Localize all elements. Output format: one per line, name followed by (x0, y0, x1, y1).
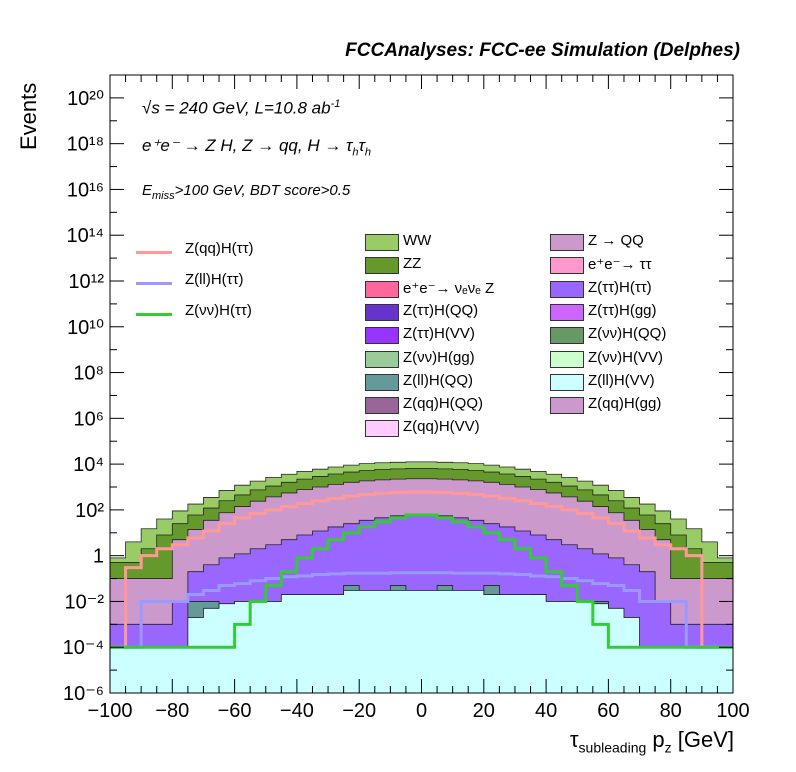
legend-fill-swatch (365, 280, 399, 298)
legend-fill-label: Z(νν)H(VV) (588, 348, 663, 366)
legend-fill-swatch (550, 397, 584, 415)
legend-fill-swatch (550, 280, 584, 298)
x-tick-label: 20 (473, 700, 495, 722)
legend-fill-swatch (365, 327, 399, 345)
legend-fill-label: Z(ll)H(QQ) (403, 371, 473, 389)
y-tick-label: 10⁻⁴ (63, 637, 104, 659)
legend-line-swatch (136, 282, 172, 285)
legend-line-swatch (136, 313, 172, 316)
legend-fill-swatch (365, 373, 399, 391)
legend-fill-label: Z(ττ)H(QQ) (403, 301, 479, 319)
y-axis-label: Events (16, 82, 41, 150)
legend-fill-swatch (550, 350, 584, 368)
legend-fill-label: Z(qq)H(QQ) (403, 395, 483, 413)
legend-fill-swatch (365, 397, 399, 415)
x-tick-label: −40 (280, 700, 314, 722)
legend-fill-label: ZZ (403, 255, 422, 273)
legend-fill-swatch (550, 257, 584, 275)
process-annotation: e⁺e⁻ → Z H, Z → qq, H → τhτh (142, 136, 372, 159)
energy-annotation: √s = 240 GeV, L=10.8 ab-1 (142, 98, 341, 118)
y-tick-label: 10²⁰ (67, 88, 104, 110)
x-tick-label: 0 (416, 700, 427, 722)
legend-fill-label: Z(qq)H(gg) (588, 395, 662, 413)
legend-line-label: Z(ll)H(ττ) (185, 271, 244, 288)
legend-fill-swatch (365, 350, 399, 368)
x-tick-label: −80 (155, 700, 189, 722)
plot-title: FCCAnalyses: FCC-ee Simulation (Delphes) (345, 40, 740, 61)
y-tick-label: 10⁸ (73, 363, 104, 385)
y-tick-label: 10⁻⁶ (63, 683, 104, 705)
legend-line-swatch (136, 251, 172, 254)
legend-fill-swatch (365, 257, 399, 275)
x-axis-label: τsubleading pz [GeV] (569, 727, 734, 756)
y-tick-label: 10¹⁴ (67, 225, 105, 247)
legend-fill-label: e⁺e⁻→ νₑνₑ Z (403, 279, 495, 297)
y-tick-label: 10⁶ (74, 408, 104, 430)
x-tick-label: 40 (535, 700, 557, 722)
legend-fill-swatch (550, 373, 584, 391)
x-tick-label: 100 (716, 700, 749, 722)
legend-fill-swatch (550, 303, 584, 321)
x-tick-label: 60 (597, 700, 619, 722)
legend-fill-label: Z(qq)H(VV) (403, 418, 480, 436)
x-tick-label: −100 (87, 700, 132, 722)
legend-fill-label: Z(ττ)H(ττ) (588, 278, 652, 296)
legend-fill-label: Z(ll)H(VV) (588, 371, 655, 389)
legend-fill-label: Z(νν)H(QQ) (588, 325, 667, 343)
stack-zll-hvv (109, 590, 734, 694)
legend-fill-label: Z(νν)H(gg) (403, 348, 475, 366)
y-tick-label: 10¹⁶ (67, 179, 104, 201)
legend-fill-label: Z → QQ (588, 232, 644, 249)
legend-fill-label: Z(ττ)H(gg) (588, 301, 657, 319)
legend-fill-swatch (365, 420, 399, 438)
legend-fill-label: e⁺e⁻→ ττ (588, 256, 652, 274)
signal-line-2 (110, 571, 733, 649)
x-tick-label: 80 (660, 700, 682, 722)
legend-line-label: Z(qq)H(ττ) (185, 240, 254, 257)
y-tick-label: 10¹² (68, 271, 104, 293)
y-tick-label: 10¹⁰ (67, 317, 104, 339)
legend-line-label: Z(νν)H(ττ) (185, 302, 252, 319)
x-tick-label: −60 (218, 700, 252, 722)
y-tick-label: 1 (93, 546, 104, 568)
signal-line-1 (110, 490, 733, 649)
legend-fill-swatch (365, 234, 399, 251)
x-tick-label: −20 (342, 700, 376, 722)
legend-fill-swatch (550, 234, 584, 251)
legend-fill-swatch (550, 327, 584, 345)
legend-fill-label: WW (403, 232, 432, 249)
signal-line-3 (110, 513, 733, 649)
y-tick-label: 10² (75, 500, 104, 522)
cut-annotation: Emiss>100 GeV, BDT score>0.5 (142, 182, 351, 202)
y-tick-label: 10⁴ (73, 454, 104, 476)
legend-fill-label: Z(ττ)H(VV) (403, 325, 475, 343)
y-tick-label: 10¹⁸ (67, 134, 104, 156)
legend-fill-swatch (365, 303, 399, 321)
y-tick-label: 10⁻² (65, 591, 105, 613)
